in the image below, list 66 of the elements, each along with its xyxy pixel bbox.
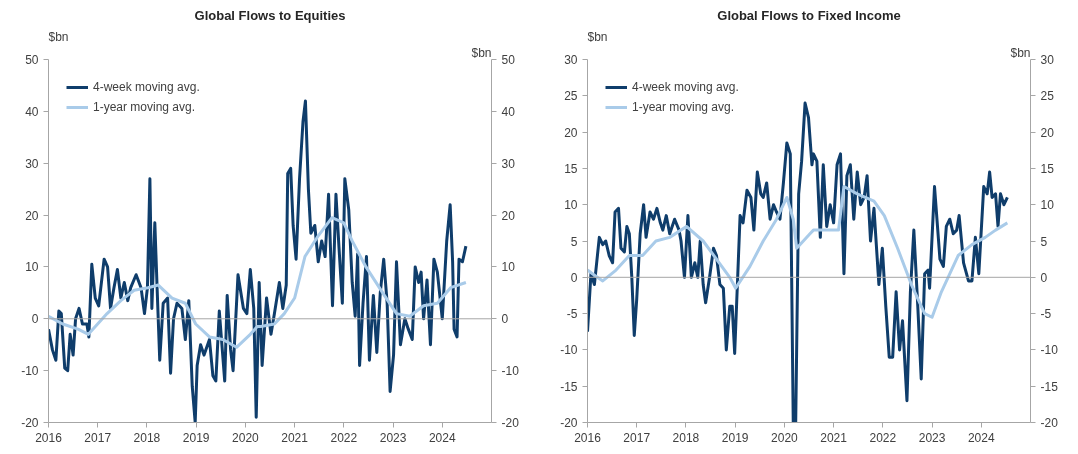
y-tick-label: 40 [25,104,39,119]
y-tick-label: -15 [560,379,578,394]
y-tick-label: 10 [25,260,39,275]
x-tick-label: 2024 [967,430,995,445]
y2-tick-label: 15 [1040,161,1055,176]
x-tick-label: 2019 [721,430,749,445]
y-tick-label: 30 [564,53,578,67]
y2-tick-label: -20 [501,416,520,430]
y2-tick-label: 10 [501,260,516,275]
y2-tick-label: 30 [1040,53,1055,67]
y2-axis-title: $bn [471,45,492,60]
x-tick-label: 2018 [672,430,700,445]
y2-tick-label: 10 [1040,198,1055,213]
y-tick-label: 5 [570,234,578,249]
x-tick-label: 2022 [330,430,358,445]
y-tick-label: -10 [560,343,578,358]
y-axis-title: $bn [587,29,608,44]
y-tick-label: 15 [564,161,578,176]
chart-title: Global Flows to Equities [194,7,346,23]
y-tick-label: -5 [566,307,578,322]
y2-tick-label: 5 [1040,234,1048,249]
y-tick-label: 25 [564,89,578,104]
x-tick-label: 2020 [771,430,799,445]
y-axis-title: $bn [48,29,69,44]
y2-tick-label: 0 [1040,270,1048,285]
x-tick-label: 2020 [232,430,260,445]
x-tick-label: 2018 [133,430,161,445]
y-tick-label: 50 [25,53,39,67]
chart-title: Global Flows to Fixed Income [717,7,901,23]
y2-tick-label: -10 [501,364,520,379]
y2-axis-title: $bn [1010,45,1031,60]
x-tick-label: 2022 [869,430,897,445]
y2-tick-label: -15 [1040,379,1059,394]
x-tick-label: 2017 [84,430,112,445]
y2-tick-label: 30 [501,156,516,171]
y2-tick-label: -5 [1040,307,1052,322]
legend-label: 1-year moving avg. [632,100,735,114]
x-tick-label: 2016 [35,430,63,445]
x-tick-label: 2016 [574,430,602,445]
y2-tick-label: 25 [1040,89,1055,104]
x-tick-label: 2023 [379,430,407,445]
y2-tick-label: -20 [1040,416,1059,430]
y2-tick-label: 20 [1040,125,1055,140]
y2-tick-label: 50 [501,53,516,67]
legend-label: 1-year moving avg. [93,100,196,114]
y-tick-label: 0 [570,270,578,285]
y-tick-label: 30 [25,156,39,171]
y2-tick-label: 0 [501,312,509,327]
y2-tick-label: 20 [501,208,516,223]
y-tick-label: 0 [31,312,39,327]
x-tick-label: 2017 [623,430,651,445]
x-tick-label: 2024 [428,430,456,445]
x-tick-label: 2019 [182,430,210,445]
y2-tick-label: -10 [1040,343,1059,358]
x-tick-label: 2023 [918,430,946,445]
y-tick-label: 20 [25,208,39,223]
y-tick-label: -20 [21,416,39,430]
y-tick-label: 20 [564,125,578,140]
y-tick-label: 10 [564,198,578,213]
legend-label: 4-week moving avg. [632,80,739,94]
y-tick-label: -20 [560,416,578,430]
x-tick-label: 2021 [281,430,309,445]
legend-label: 4-week moving avg. [93,80,200,94]
x-tick-label: 2021 [820,430,848,445]
y-tick-label: -10 [21,364,39,379]
y2-tick-label: 40 [501,104,516,119]
